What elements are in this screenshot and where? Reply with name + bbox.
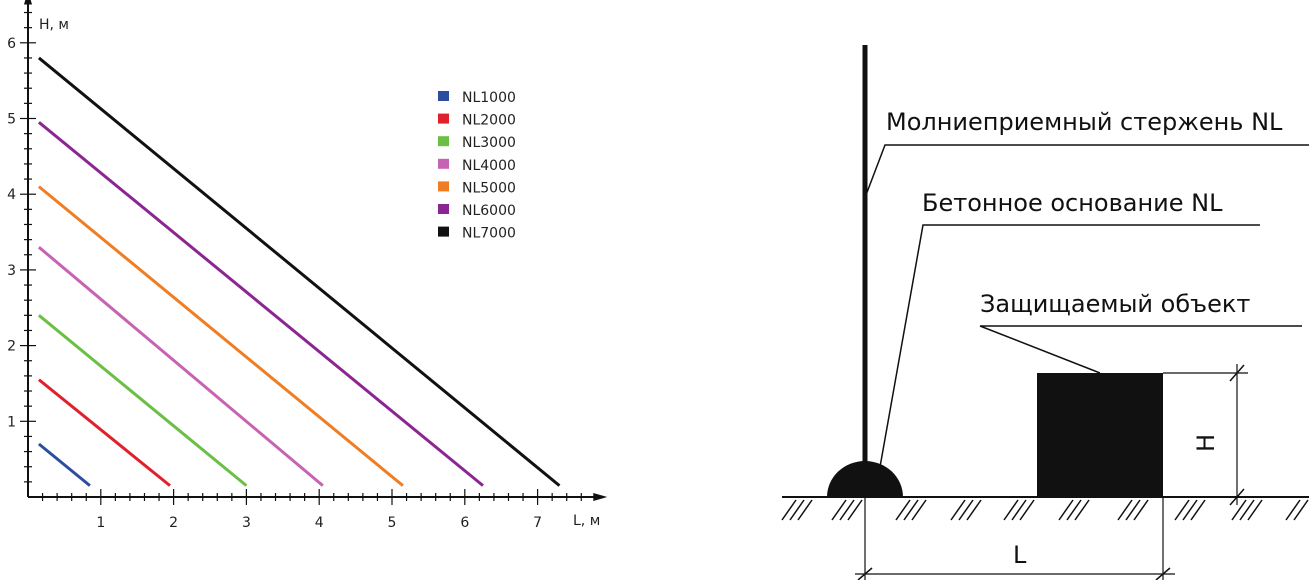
legend-swatch-nl7000 [438, 226, 449, 237]
rod-label: Молниеприемный стержень NL [886, 108, 1283, 136]
height-label: H [1192, 434, 1220, 452]
hatch-stroke [797, 499, 813, 521]
x-tick-label: 7 [533, 515, 542, 531]
series-line-nl5000 [37, 185, 404, 487]
hatch-stroke [1066, 499, 1082, 521]
y-axis-arrow [24, 0, 32, 5]
series-line-nl4000 [37, 246, 324, 487]
distance-label: L [1013, 541, 1027, 569]
legend-label-nl6000: NL6000 [462, 203, 516, 219]
chart: 1 2 3 4 5 6 7 1 2 3 4 5 6 L, м H, м NL1000 NL2000 NL30… [7, 0, 608, 531]
legend-label-nl1000: NL1000 [462, 90, 516, 106]
legend-swatch-nl6000 [438, 204, 449, 214]
hatch-stroke [839, 499, 855, 521]
y-tick-label: 3 [7, 263, 16, 279]
base-leader [879, 224, 1260, 468]
hatch-stroke [1074, 499, 1090, 521]
legend-label-nl4000: NL4000 [462, 158, 516, 174]
height-tick-bottom [1229, 488, 1245, 506]
y-tick-label: 1 [7, 414, 16, 430]
legend: NL1000 NL2000 NL3000 NL4000 NL5000 NL6000 NL70… [438, 90, 516, 242]
legend-swatch-nl2000 [438, 113, 449, 124]
hatch-stroke [903, 499, 919, 521]
hatch-stroke [1003, 499, 1019, 521]
legend-label-nl5000: NL5000 [462, 180, 516, 196]
x-axis-label: L, м [573, 513, 600, 529]
y-tick-label: 6 [7, 36, 16, 52]
y-tick-label: 5 [7, 112, 16, 128]
hatch-stroke [895, 499, 911, 521]
concrete-base [827, 461, 903, 497]
object-label: Защищаемый объект [980, 290, 1250, 318]
ticks: 1 2 3 4 5 6 7 1 2 3 4 5 6 [7, 11, 582, 531]
y-axis-label: H, м [39, 17, 69, 33]
hatch-stroke [1231, 499, 1247, 521]
legend-label-nl2000: NL2000 [462, 113, 516, 129]
protected-object [1037, 373, 1163, 497]
hatch-stroke [1058, 499, 1074, 521]
hatch-stroke [789, 499, 805, 521]
hatch-stroke [1117, 499, 1133, 521]
series-line-nl2000 [37, 378, 171, 487]
protection-diagram: Молниеприемный стержень NL Бетонное осно… [781, 45, 1309, 580]
rod-leader [865, 144, 1309, 196]
y-tick-label: 2 [7, 339, 16, 355]
ground-hatching [781, 499, 1309, 521]
series-lines [37, 56, 561, 487]
hatch-stroke [1285, 499, 1301, 521]
object-leader [979, 325, 1302, 374]
hatch-stroke [847, 499, 863, 521]
hatch-stroke [958, 499, 974, 521]
x-tick-label: 1 [96, 515, 105, 531]
hatch-stroke [1019, 499, 1035, 521]
series-line-nl7000 [37, 56, 561, 487]
height-tick-top [1229, 364, 1245, 382]
legend-swatch-nl5000 [438, 181, 449, 192]
distance-tick-right [1155, 567, 1171, 580]
y-tick-label: 4 [7, 187, 16, 203]
hatch-stroke [781, 499, 797, 521]
x-axis-arrow [593, 493, 608, 501]
hatch-stroke [1247, 499, 1263, 521]
hatch-stroke [911, 499, 927, 521]
legend-swatch-nl3000 [438, 136, 449, 147]
series-line-nl6000 [37, 121, 484, 487]
axes [24, 0, 608, 501]
hatch-stroke [1133, 499, 1149, 521]
hatch-stroke [966, 499, 982, 521]
distance-tick-left [857, 567, 873, 580]
hatch-stroke [1190, 499, 1206, 521]
x-tick-label: 2 [169, 515, 178, 531]
legend-swatch-nl1000 [438, 91, 449, 101]
x-tick-label: 5 [388, 515, 397, 531]
hatch-stroke [1174, 499, 1190, 521]
series-line-nl3000 [37, 314, 248, 487]
hatch-stroke [1125, 499, 1141, 521]
hatch-stroke [1011, 499, 1027, 521]
x-tick-label: 6 [460, 515, 469, 531]
x-tick-label: 3 [242, 515, 251, 531]
hatch-stroke [950, 499, 966, 521]
legend-swatch-nl4000 [438, 158, 449, 169]
legend-label-nl7000: NL7000 [462, 226, 516, 242]
x-tick-label: 4 [315, 515, 324, 531]
base-label: Бетонное основание NL [922, 189, 1223, 217]
legend-label-nl3000: NL3000 [462, 135, 516, 151]
series-line-nl1000 [37, 442, 91, 487]
hatch-stroke [831, 499, 847, 521]
hatch-stroke [1293, 499, 1309, 521]
hatch-stroke [1239, 499, 1255, 521]
hatch-stroke [1182, 499, 1198, 521]
